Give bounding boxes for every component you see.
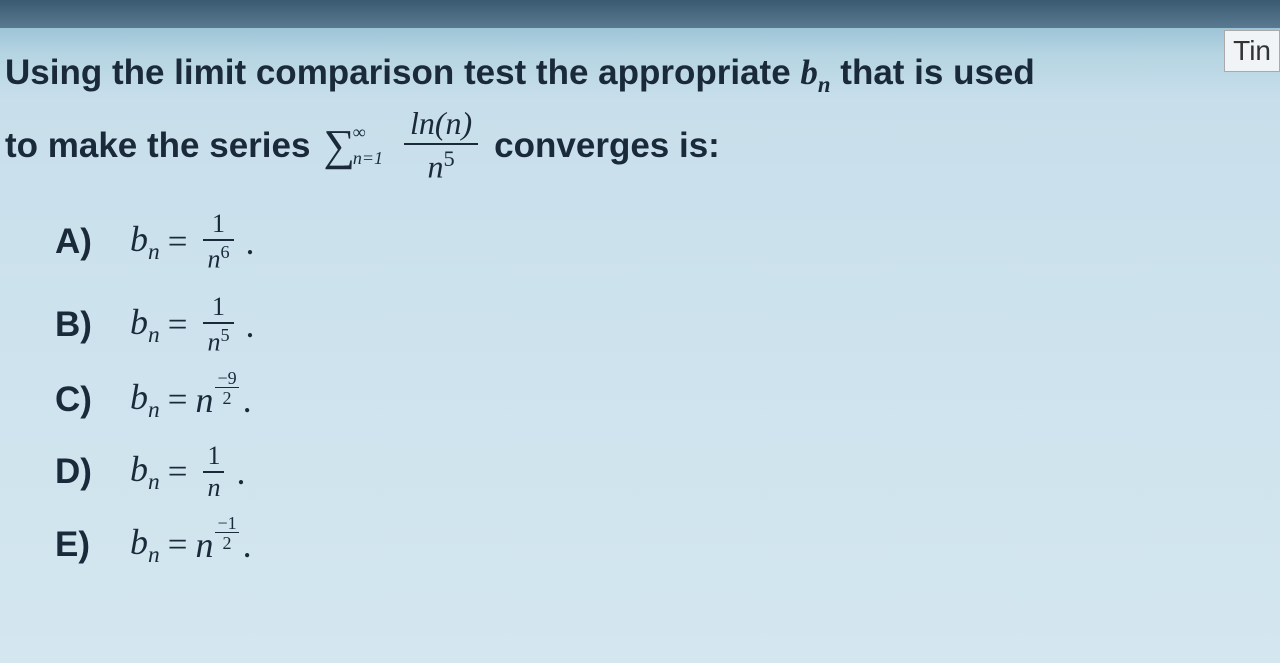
frac-numerator: ln(n): [404, 106, 478, 145]
answer-c-label: C): [55, 380, 130, 420]
corner-label: Tin: [1224, 30, 1280, 72]
answer-d[interactable]: D) bn = 1 n .: [55, 442, 1270, 503]
question-line-2: to make the series ∑ ∞ n=1 ln(n) n5 conv…: [5, 106, 1270, 185]
answer-c[interactable]: C) bn = n −9 2 .: [55, 376, 1270, 424]
frac-denominator: n5: [404, 145, 478, 185]
bn-var: bn: [800, 53, 830, 92]
sigma-symbol: ∑: [323, 115, 354, 177]
answer-list: A) bn = 1 n6 . B) bn = 1 n5 .: [5, 210, 1270, 569]
q-text-1: Using the limit comparison test the appr…: [5, 53, 800, 92]
answer-d-label: D): [55, 452, 130, 492]
answer-e-label: E): [55, 525, 130, 565]
sigma-expression: ∑ ∞ n=1: [323, 115, 383, 177]
window-top-bar: [0, 0, 1280, 28]
answer-e[interactable]: E) bn = n −1 2 .: [55, 521, 1270, 569]
question-fraction: ln(n) n5: [404, 106, 478, 185]
q-text-2: that is used: [831, 53, 1035, 92]
question-content: Using the limit comparison test the appr…: [0, 28, 1280, 597]
q-text-3: to make the series: [5, 121, 310, 170]
answer-a-label: A): [55, 222, 130, 262]
question-line-1: Using the limit comparison test the appr…: [5, 48, 1270, 101]
sigma-lower: n=1: [353, 149, 383, 167]
answer-b[interactable]: B) bn = 1 n5 .: [55, 293, 1270, 358]
q-text-4: converges is:: [494, 121, 720, 170]
answer-a[interactable]: A) bn = 1 n6 .: [55, 210, 1270, 275]
sigma-upper: ∞: [353, 123, 383, 141]
answer-b-label: B): [55, 305, 130, 345]
